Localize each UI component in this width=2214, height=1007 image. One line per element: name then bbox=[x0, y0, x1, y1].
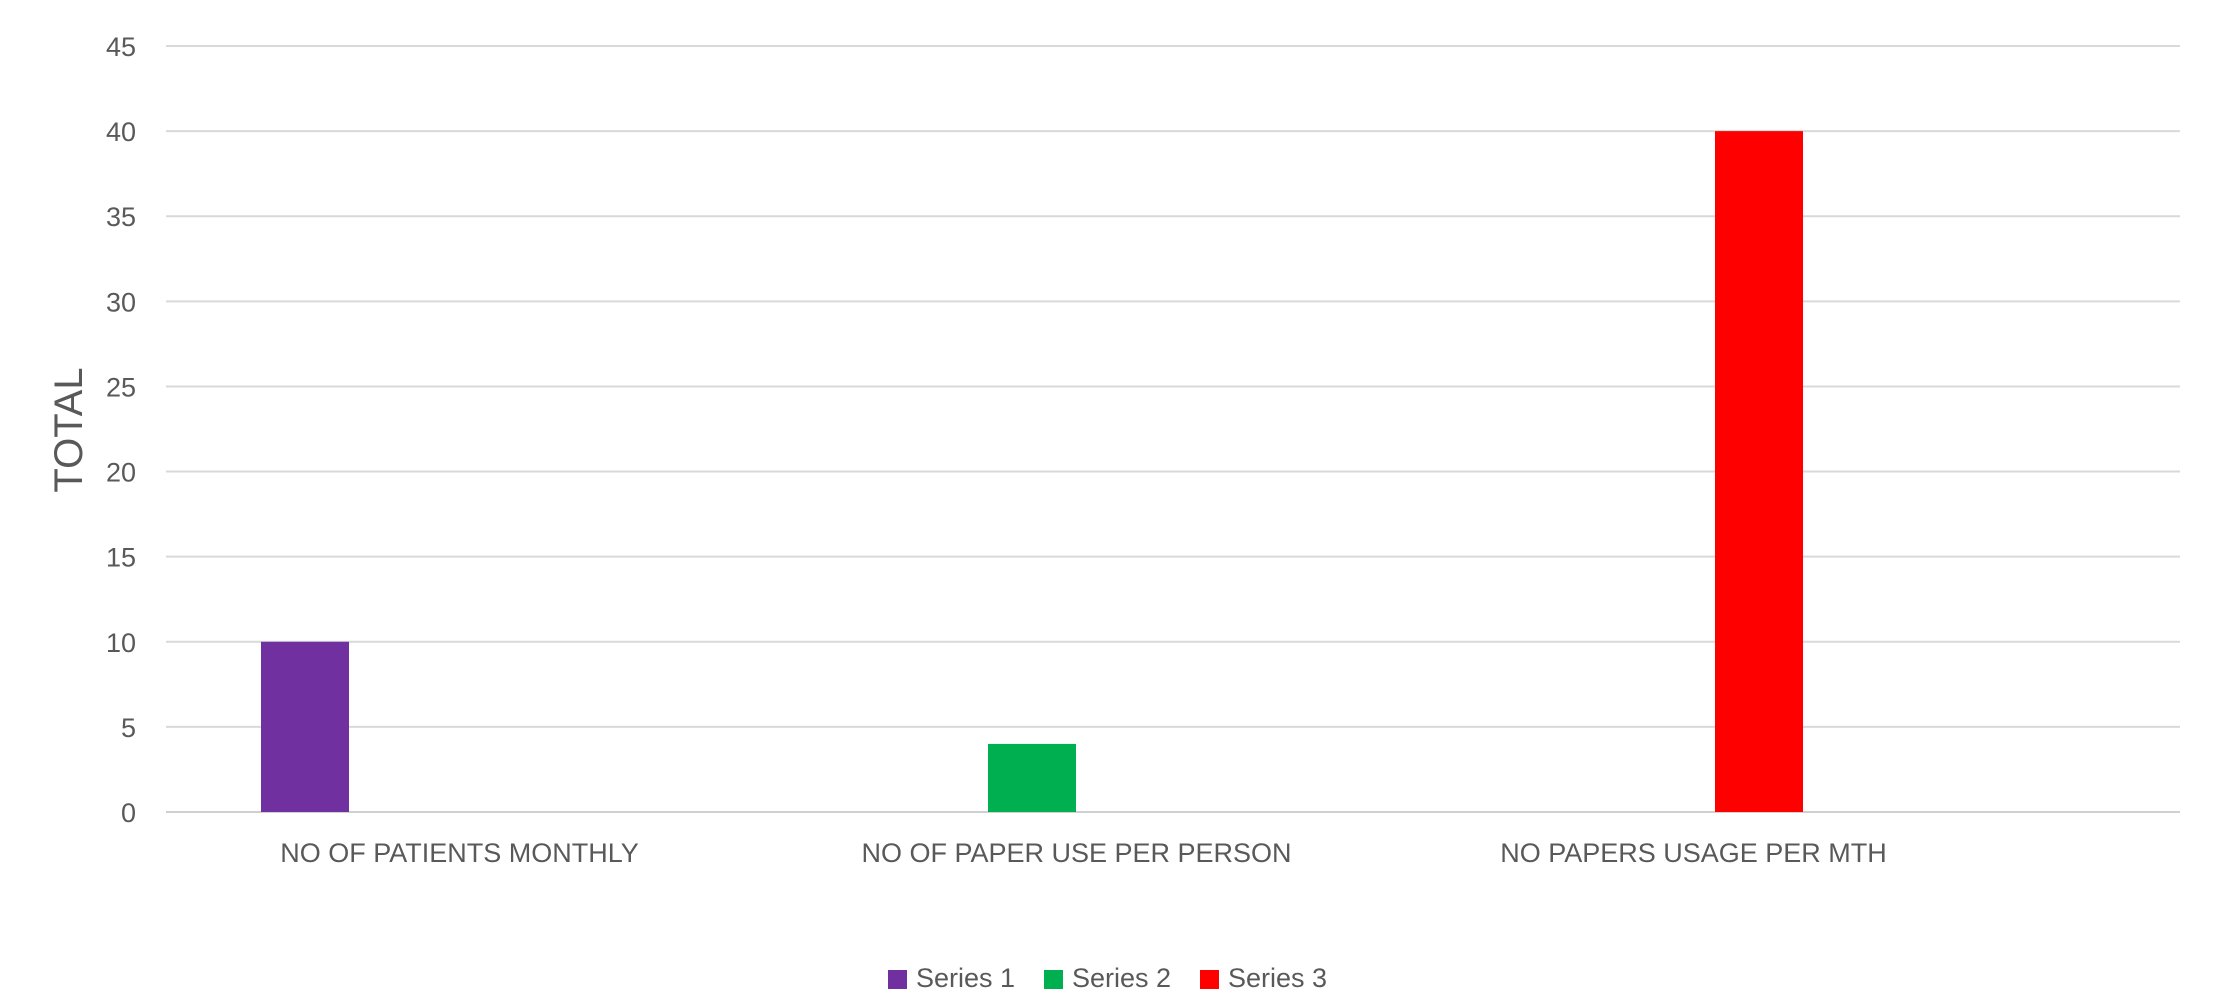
bars bbox=[261, 131, 1803, 813]
bar-series-3 bbox=[1715, 131, 1803, 813]
y-tick-label: 45 bbox=[106, 32, 136, 62]
legend-label: Series 3 bbox=[1228, 963, 1327, 993]
legend-swatch bbox=[888, 970, 907, 989]
y-axis-title: TOTAL bbox=[47, 367, 91, 492]
y-tick-label: 40 bbox=[106, 117, 136, 147]
y-axis-ticks: 0 5 10 15 20 25 30 35 40 45 bbox=[106, 32, 136, 828]
gridlines bbox=[166, 45, 2180, 813]
x-category-label: NO PAPERS USAGE PER MTH bbox=[1500, 838, 1887, 868]
legend: Series 1 Series 2 Series 3 bbox=[888, 963, 1327, 993]
y-tick-label: 20 bbox=[106, 458, 136, 488]
y-tick-label: 30 bbox=[106, 287, 136, 317]
x-axis-categories: NO OF PATIENTS MONTHLY NO OF PAPER USE PE… bbox=[280, 838, 1887, 868]
x-category-label: NO OF PATIENTS MONTHLY bbox=[280, 838, 639, 868]
legend-swatch bbox=[1200, 970, 1219, 989]
bar-series-2 bbox=[988, 743, 1076, 812]
legend-swatch bbox=[1044, 970, 1063, 989]
y-tick-label: 0 bbox=[121, 798, 136, 828]
legend-label: Series 2 bbox=[1072, 963, 1171, 993]
bar-series-1 bbox=[261, 641, 349, 812]
x-category-label: NO OF PAPER USE PER PERSON bbox=[861, 838, 1291, 868]
y-tick-label: 35 bbox=[106, 202, 136, 232]
y-tick-label: 25 bbox=[106, 372, 136, 402]
y-tick-label: 10 bbox=[106, 628, 136, 658]
y-tick-label: 5 bbox=[121, 713, 136, 743]
legend-label: Series 1 bbox=[916, 963, 1015, 993]
y-tick-label: 15 bbox=[106, 543, 136, 573]
